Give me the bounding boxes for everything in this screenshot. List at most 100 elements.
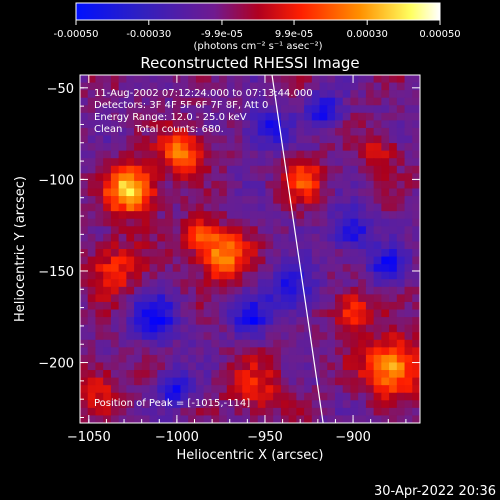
heatmap-cell: [172, 143, 182, 152]
heatmap-cell: [234, 82, 243, 91]
heatmap-cell: [389, 127, 398, 137]
heatmap-cell: [280, 127, 290, 137]
heatmap-cell: [389, 317, 398, 326]
heatmap-cell: [335, 241, 344, 250]
heatmap-cell: [95, 90, 104, 99]
heatmap-cell: [195, 294, 205, 303]
heatmap-cell: [335, 317, 344, 326]
heatmap-cell: [95, 188, 104, 197]
heatmap-cell: [157, 165, 166, 174]
heatmap-cell: [219, 362, 228, 371]
heatmap-cell: [195, 112, 205, 121]
heatmap-cell: [103, 332, 112, 341]
heatmap-cell: [157, 143, 166, 152]
heatmap-cell: [118, 211, 127, 220]
heatmap-cell: [95, 226, 104, 235]
heatmap-cell: [396, 354, 406, 364]
heatmap-cell: [134, 249, 143, 258]
heatmap-cell: [358, 362, 367, 371]
heatmap-cell: [280, 226, 290, 235]
heatmap-cell: [134, 392, 143, 401]
heatmap-cell: [319, 362, 328, 371]
heatmap-cell: [134, 97, 143, 106]
heatmap-cell: [335, 112, 344, 121]
heatmap-cell: [211, 158, 220, 167]
heatmap-cell: [311, 347, 321, 356]
heatmap-cell: [342, 233, 352, 243]
heatmap-cell: [126, 362, 135, 371]
heatmap-cell: [396, 97, 406, 106]
heatmap-cell: [412, 354, 420, 364]
heatmap-cell: [172, 354, 182, 364]
heatmap-cell: [195, 203, 205, 212]
heatmap-cell: [396, 249, 406, 258]
heatmap-cell: [296, 339, 305, 348]
heatmap-cell: [389, 218, 398, 227]
heatmap-cell: [118, 75, 127, 84]
heatmap-cell: [103, 362, 112, 371]
heatmap-cell: [126, 324, 135, 333]
heatmap-cell: [335, 105, 344, 114]
heatmap-cell: [342, 135, 352, 144]
heatmap-cell: [373, 370, 382, 379]
heatmap-cell: [396, 271, 406, 280]
heatmap-cell: [319, 256, 328, 265]
heatmap-cell: [342, 271, 352, 280]
heatmap-cell: [304, 241, 313, 250]
heatmap-cell: [296, 392, 305, 401]
heatmap-cell: [80, 180, 89, 190]
heatmap-cell: [95, 271, 104, 280]
heatmap-cell: [365, 294, 375, 303]
heatmap-cell: [157, 415, 166, 423]
heatmap-cell: [211, 347, 220, 356]
heatmap-cell: [389, 150, 398, 159]
heatmap-cell: [80, 415, 89, 423]
heatmap-cell: [327, 317, 336, 326]
heatmap-cell: [365, 97, 375, 106]
heatmap-cell: [381, 264, 390, 273]
heatmap-cell: [149, 97, 158, 106]
heatmap-cell: [342, 188, 352, 197]
heatmap-cell: [319, 241, 328, 250]
heatmap-cell: [126, 150, 135, 159]
heatmap-cell: [110, 180, 120, 190]
heatmap-cell: [412, 82, 420, 91]
heatmap-cell: [373, 249, 382, 258]
heatmap-cell: [172, 407, 182, 417]
heatmap-cell: [273, 362, 282, 371]
heatmap-cell: [358, 173, 367, 182]
heatmap-cell: [219, 188, 228, 197]
heatmap-cell: [195, 256, 205, 265]
heatmap-cell: [219, 196, 228, 205]
heatmap-cell: [335, 120, 344, 129]
heatmap-cell: [296, 362, 305, 371]
heatmap-cell: [358, 407, 367, 417]
heatmap-cell: [110, 279, 120, 288]
heatmap-cell: [373, 218, 382, 227]
heatmap-cell: [296, 279, 305, 288]
heatmap-cell: [365, 362, 375, 371]
heatmap-cell: [226, 188, 236, 197]
heatmap-cell: [87, 370, 97, 379]
heatmap-cell: [195, 400, 205, 409]
heatmap-cell: [311, 354, 321, 364]
heatmap-cell: [304, 324, 313, 333]
heatmap-cell: [250, 377, 259, 386]
heatmap-cell: [172, 400, 182, 409]
heatmap-cell: [412, 317, 420, 326]
heatmap-cell: [188, 377, 197, 386]
heatmap-cell: [157, 150, 166, 159]
heatmap-cell: [157, 241, 166, 250]
heatmap-cell: [257, 203, 267, 212]
heatmap-cell: [304, 400, 313, 409]
heatmap-cell: [180, 241, 189, 250]
heatmap-cell: [195, 150, 205, 159]
heatmap-cell: [103, 75, 112, 84]
heatmap-cell: [273, 354, 282, 364]
heatmap-cell: [195, 196, 205, 205]
heatmap-cell: [110, 249, 120, 258]
heatmap-cell: [226, 339, 236, 348]
heatmap-cell: [118, 264, 127, 273]
heatmap-cell: [327, 286, 336, 295]
heatmap-cell: [389, 407, 398, 417]
